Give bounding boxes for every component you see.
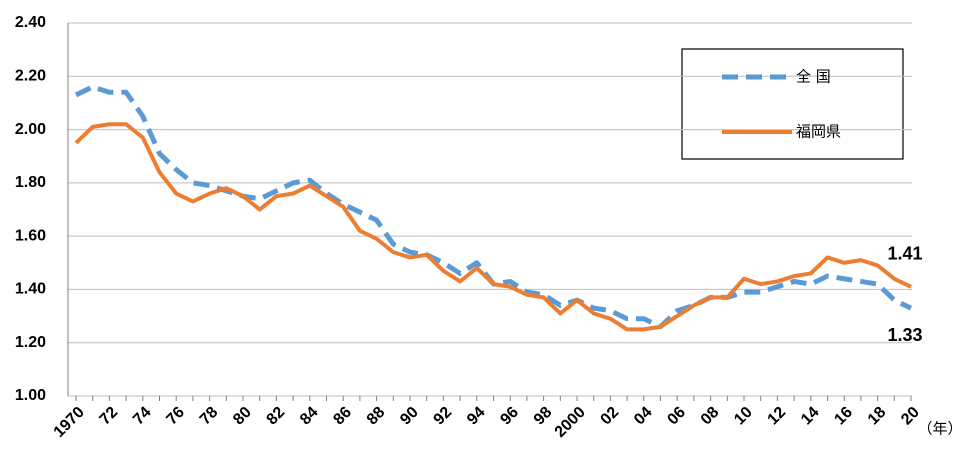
x-tick-label: 08	[698, 404, 723, 429]
x-tick-label: 94	[464, 404, 489, 429]
x-tick-label: 04	[631, 404, 656, 429]
y-tick-label: 2.20	[15, 68, 46, 85]
x-axis-label: （年）	[917, 420, 962, 438]
data-label: 1.33	[887, 325, 922, 345]
legend-label: 全 国	[796, 68, 831, 86]
x-tick-label: 16	[831, 404, 856, 429]
legend-label: 福岡県	[796, 123, 841, 141]
x-tick-label: 90	[397, 404, 422, 429]
x-tick-label: 02	[598, 404, 623, 429]
x-tick-label: 2000	[552, 404, 589, 441]
x-tick-label: 10	[731, 404, 756, 429]
y-tick-label: 1.80	[15, 174, 46, 191]
y-tick-label: 1.20	[15, 334, 46, 351]
x-tick-label: 06	[664, 404, 689, 429]
x-tick-label: 74	[130, 404, 155, 429]
x-tick-label: 72	[97, 404, 122, 429]
y-tick-label: 2.00	[15, 121, 46, 138]
x-tick-label: 78	[197, 404, 222, 429]
data-label: 1.41	[887, 244, 922, 264]
x-tick-label: 18	[865, 404, 890, 429]
y-tick-label: 1.40	[15, 281, 46, 298]
x-tick-label: 14	[798, 404, 823, 429]
y-tick-label: 1.60	[15, 227, 46, 244]
x-tick-label: 82	[264, 404, 289, 429]
x-tick-label: 86	[330, 404, 355, 429]
x-tick-label: 12	[765, 404, 790, 429]
x-tick-label: 92	[431, 404, 456, 429]
y-tick-label: 2.40	[15, 14, 46, 31]
x-tick-label: 98	[531, 404, 556, 429]
legend-box	[681, 48, 904, 160]
y-tick-label: 1.00	[15, 387, 46, 404]
x-tick-label: 76	[163, 404, 188, 429]
x-tick-label: 96	[497, 404, 522, 429]
series-line	[74, 122, 912, 332]
x-tick-label: 88	[364, 404, 389, 429]
x-tick-label: 80	[230, 404, 255, 429]
x-tick-label: 1970	[51, 404, 88, 441]
x-tick-label: 84	[297, 404, 322, 429]
